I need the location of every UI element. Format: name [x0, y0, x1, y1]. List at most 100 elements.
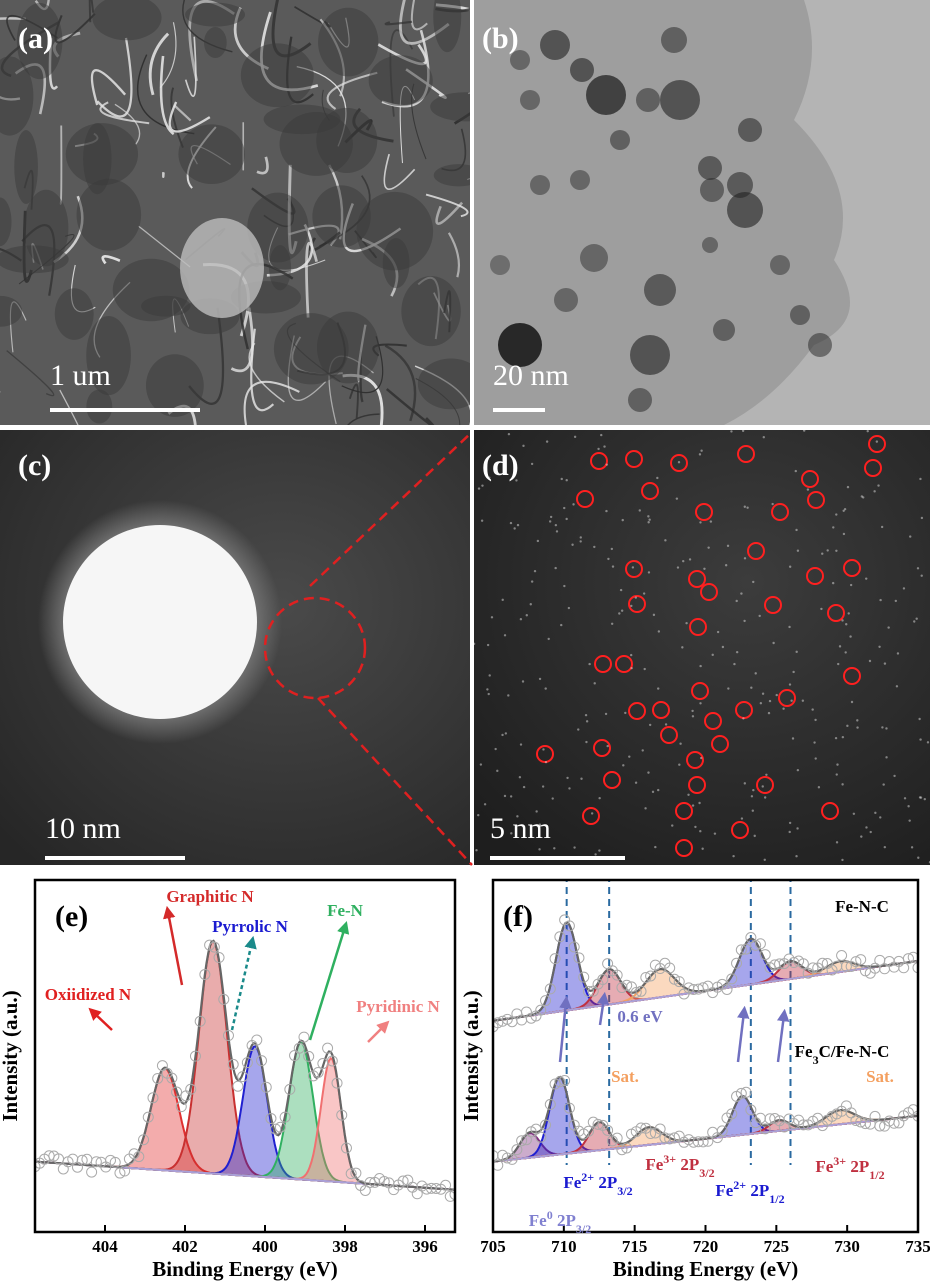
raw-point — [840, 960, 852, 972]
atom-marker — [628, 595, 646, 613]
annotation-part: 2P — [746, 1181, 769, 1200]
sheet-edge — [174, 105, 192, 122]
atom — [618, 612, 621, 615]
atom — [565, 479, 568, 482]
atom — [767, 711, 771, 715]
raw-point — [759, 949, 771, 961]
atom — [782, 707, 785, 710]
atom — [554, 566, 557, 570]
atom — [480, 519, 484, 522]
raw-point — [554, 931, 566, 943]
raw-point — [138, 1134, 150, 1146]
raw-point — [912, 962, 918, 974]
annotation: Graphitic N — [166, 887, 254, 906]
raw-point — [449, 1188, 455, 1200]
atom — [630, 604, 633, 608]
raw-point — [544, 983, 556, 995]
atom — [687, 793, 690, 796]
x-tick-label: 396 — [412, 1237, 438, 1256]
atom — [648, 518, 651, 521]
atom — [743, 557, 747, 560]
atom — [629, 653, 633, 657]
atom-marker — [691, 682, 709, 700]
atom — [624, 711, 627, 715]
raw-point — [859, 1118, 871, 1130]
raw-point — [350, 1167, 362, 1179]
atom — [707, 546, 710, 549]
atom — [535, 810, 538, 813]
sheet-edge — [230, 307, 254, 373]
atom — [621, 518, 624, 522]
zoom-line — [317, 697, 473, 866]
atom — [515, 479, 518, 482]
atom — [699, 521, 702, 524]
raw-point — [421, 1183, 433, 1195]
atom — [845, 623, 848, 626]
atom — [885, 756, 888, 759]
atom — [761, 692, 765, 695]
atom — [503, 634, 507, 637]
atom — [657, 788, 660, 792]
pore — [247, 192, 309, 263]
atom — [607, 557, 610, 561]
atom — [843, 507, 847, 511]
atom — [588, 662, 591, 666]
pore — [318, 7, 379, 77]
raw-point — [194, 1015, 206, 1027]
raw-point — [208, 941, 220, 953]
raw-point — [222, 1030, 234, 1042]
atom — [590, 812, 594, 815]
atom — [796, 827, 799, 830]
x-tick-label: 735 — [905, 1237, 930, 1256]
panel-label: (b) — [482, 22, 519, 55]
atom — [842, 509, 845, 512]
raw-point — [199, 968, 211, 980]
atom-marker — [582, 807, 600, 825]
atom — [488, 476, 491, 479]
atom — [743, 505, 747, 508]
sheet-edge — [384, 344, 417, 422]
atom — [545, 440, 549, 443]
atom — [507, 432, 511, 436]
panel-label: (f) — [503, 900, 533, 933]
pore — [240, 43, 314, 108]
x-tick-label: 720 — [693, 1237, 719, 1256]
raw-point — [171, 1086, 183, 1098]
annotation-part: 3/2 — [576, 1222, 591, 1236]
annotation: 0.6 eV — [617, 1007, 663, 1026]
annotation: Fe0 2P3/2 — [529, 1208, 591, 1236]
annotation-part: 3+ — [833, 1154, 846, 1168]
atom — [873, 490, 876, 493]
atom — [580, 777, 583, 780]
atom — [611, 565, 615, 568]
atom — [490, 616, 494, 619]
particle — [727, 192, 763, 228]
raw-point — [568, 941, 580, 953]
sheet-edge — [348, 383, 359, 419]
atom — [533, 569, 537, 573]
atom — [553, 847, 556, 850]
atom — [573, 435, 577, 439]
raw-point — [726, 1108, 738, 1120]
atom — [740, 817, 744, 820]
sem-image — [0, 0, 470, 425]
atom — [604, 712, 608, 716]
atom — [802, 430, 806, 432]
atom — [530, 462, 534, 466]
atom — [538, 848, 541, 851]
atom — [644, 807, 647, 810]
atom — [765, 773, 768, 776]
raw-point — [807, 962, 819, 974]
atom-marker — [764, 596, 782, 614]
sheet-edge — [159, 22, 177, 89]
atom — [549, 515, 553, 519]
sheet-edge — [59, 125, 63, 205]
atom — [656, 476, 659, 480]
atom — [796, 549, 800, 552]
atom — [895, 685, 899, 688]
annotation-part: Fe — [645, 1155, 663, 1174]
particle — [530, 175, 550, 195]
atom — [548, 520, 552, 523]
atom — [519, 743, 523, 746]
atom — [675, 497, 679, 500]
